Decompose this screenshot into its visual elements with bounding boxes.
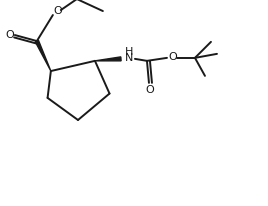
- Text: O: O: [168, 52, 177, 62]
- Text: H: H: [125, 47, 133, 57]
- Text: O: O: [53, 6, 62, 16]
- Text: N: N: [125, 53, 133, 63]
- Polygon shape: [35, 40, 51, 71]
- Text: O: O: [5, 29, 14, 40]
- Polygon shape: [95, 57, 121, 61]
- Text: O: O: [146, 85, 154, 95]
